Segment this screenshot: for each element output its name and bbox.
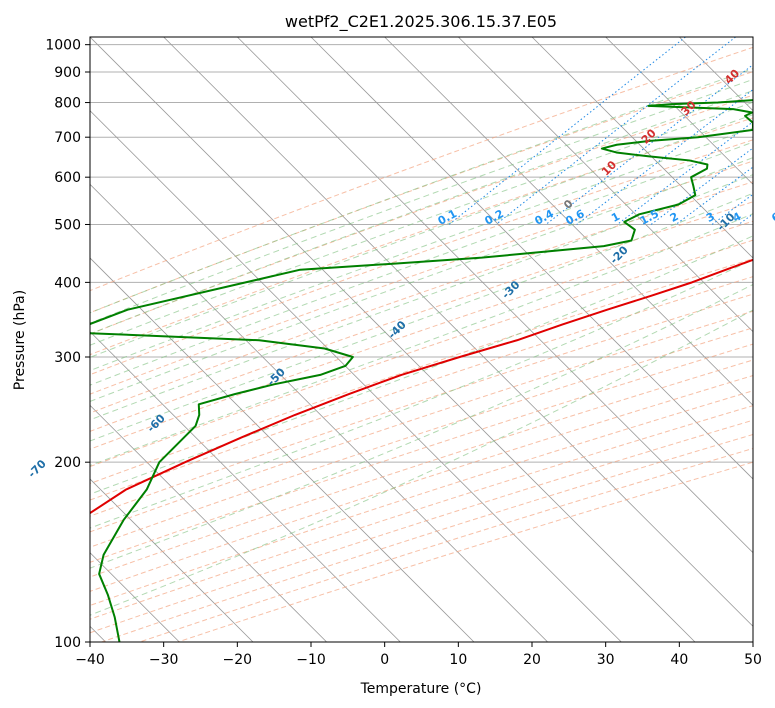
moist-adiabat [90,235,753,495]
isotherm-label: -60 [145,412,168,435]
y-axis: 100 200 300 400 500 600 700 800 900 1000 [45,38,90,651]
dry-adiabat [90,327,753,548]
dry-adiabat [90,375,753,592]
dewpoint-line [90,99,753,642]
dry-adiabat [90,359,753,578]
dry-adiabat [90,201,753,432]
y-tick-label: 500 [54,217,81,233]
skewed-isotherm [605,37,753,185]
dry-adiabat-label: 10 [599,158,619,178]
skewed-isotherm [531,37,753,259]
dry-adiabat [90,160,753,395]
dry-adiabat [90,117,753,356]
skewed-isotherm [90,404,327,642]
dry-adiabat [90,293,753,517]
y-tick-label: 300 [54,350,81,366]
moist-adiabat [90,90,753,335]
y-tick-label: 200 [54,455,81,471]
dry-adiabat [90,46,753,292]
moist-adiabat [90,213,753,467]
x-tick-label: −30 [149,652,179,668]
skewed-isotherm [90,183,548,642]
chart-title: wetPf2_C2E1.2025.306.15.37.E05 [285,12,557,32]
isotherm-label: -70 [26,457,49,480]
moist-adiabat [90,157,753,402]
x-tick-label: 50 [744,652,762,668]
dry-adiabat-label: 20 [639,126,659,146]
dry-adiabat [90,139,753,376]
y-tick-label: 100 [54,635,81,651]
moist-adiabat [90,259,753,529]
moist-adiabat [90,68,753,314]
x-tick-label: 20 [523,652,541,668]
moist-adiabat [90,174,753,421]
skewed-isotherm [310,37,753,480]
isotherm-label: -30 [499,278,522,301]
skewed-isotherm [90,110,622,642]
skewed-isotherm [90,478,254,642]
mixing-ratio-label: 6 [769,210,775,225]
moist-adiabat [90,283,753,569]
dry-adiabat [101,433,753,642]
moist-adiabat [90,114,753,358]
x-tick-label: 40 [670,652,688,668]
dry-adiabat [90,276,753,501]
dry-adiabat [90,343,753,563]
temperature-line [90,258,753,515]
plot-frame [89,36,754,643]
dry-adiabat [90,94,753,335]
skewed-isotherm [90,331,401,642]
y-tick-label: 1000 [45,38,81,54]
y-tick-label: 800 [54,96,81,112]
skewed-isotherm [679,37,753,112]
x-axis: −40 −30 −20 −10 0 10 20 30 40 50 [75,642,762,668]
moist-adiabat [90,78,753,324]
mixing-ratio-line [495,37,736,225]
y-axis-label: Pressure (hPa) [12,290,28,390]
x-tick-label: 0 [380,652,389,668]
dry-adiabat [177,461,753,642]
in-plot-labels: -100-90-80-70-60-50-40-30-20-10010203040… [26,67,775,481]
x-tick-label: −20 [223,652,253,668]
mixing-ratio-line [675,166,753,225]
background-lines [90,37,753,642]
moist-adiabat [90,101,753,346]
x-tick-label: −10 [296,652,326,668]
moist-adiabat [90,141,753,386]
dry-adiabat [90,71,753,314]
moist-adiabat [90,192,753,442]
dry-adiabat-label: 30 [679,98,699,118]
mixing-ratio-label: 2 [668,210,681,225]
skewed-isotherm [163,37,753,627]
y-tick-label: 900 [54,65,81,81]
skewed-isotherm [90,37,696,642]
x-tick-label: −40 [75,652,105,668]
x-axis-label: Temperature (°C) [360,681,482,697]
dry-adiabat [90,181,753,414]
y-tick-label: 600 [54,170,81,186]
skewed-isotherm [752,37,753,38]
dry-adiabat [90,390,753,606]
isotherm-label: -40 [386,318,409,341]
dry-adiabat [90,310,753,533]
y-tick-label: 700 [54,130,81,146]
mixing-ratio-line [448,37,686,225]
skewed-isotherm [384,37,753,406]
profile-lines [90,99,753,642]
dry-adiabat [90,258,753,485]
y-tick-label: 400 [54,275,81,291]
dry-adiabat [90,220,753,450]
x-tick-label: 30 [597,652,615,668]
x-tick-label: 10 [449,652,467,668]
dry-adiabat [90,239,753,468]
moist-adiabat [90,127,753,372]
skewed-isotherm [237,37,753,554]
